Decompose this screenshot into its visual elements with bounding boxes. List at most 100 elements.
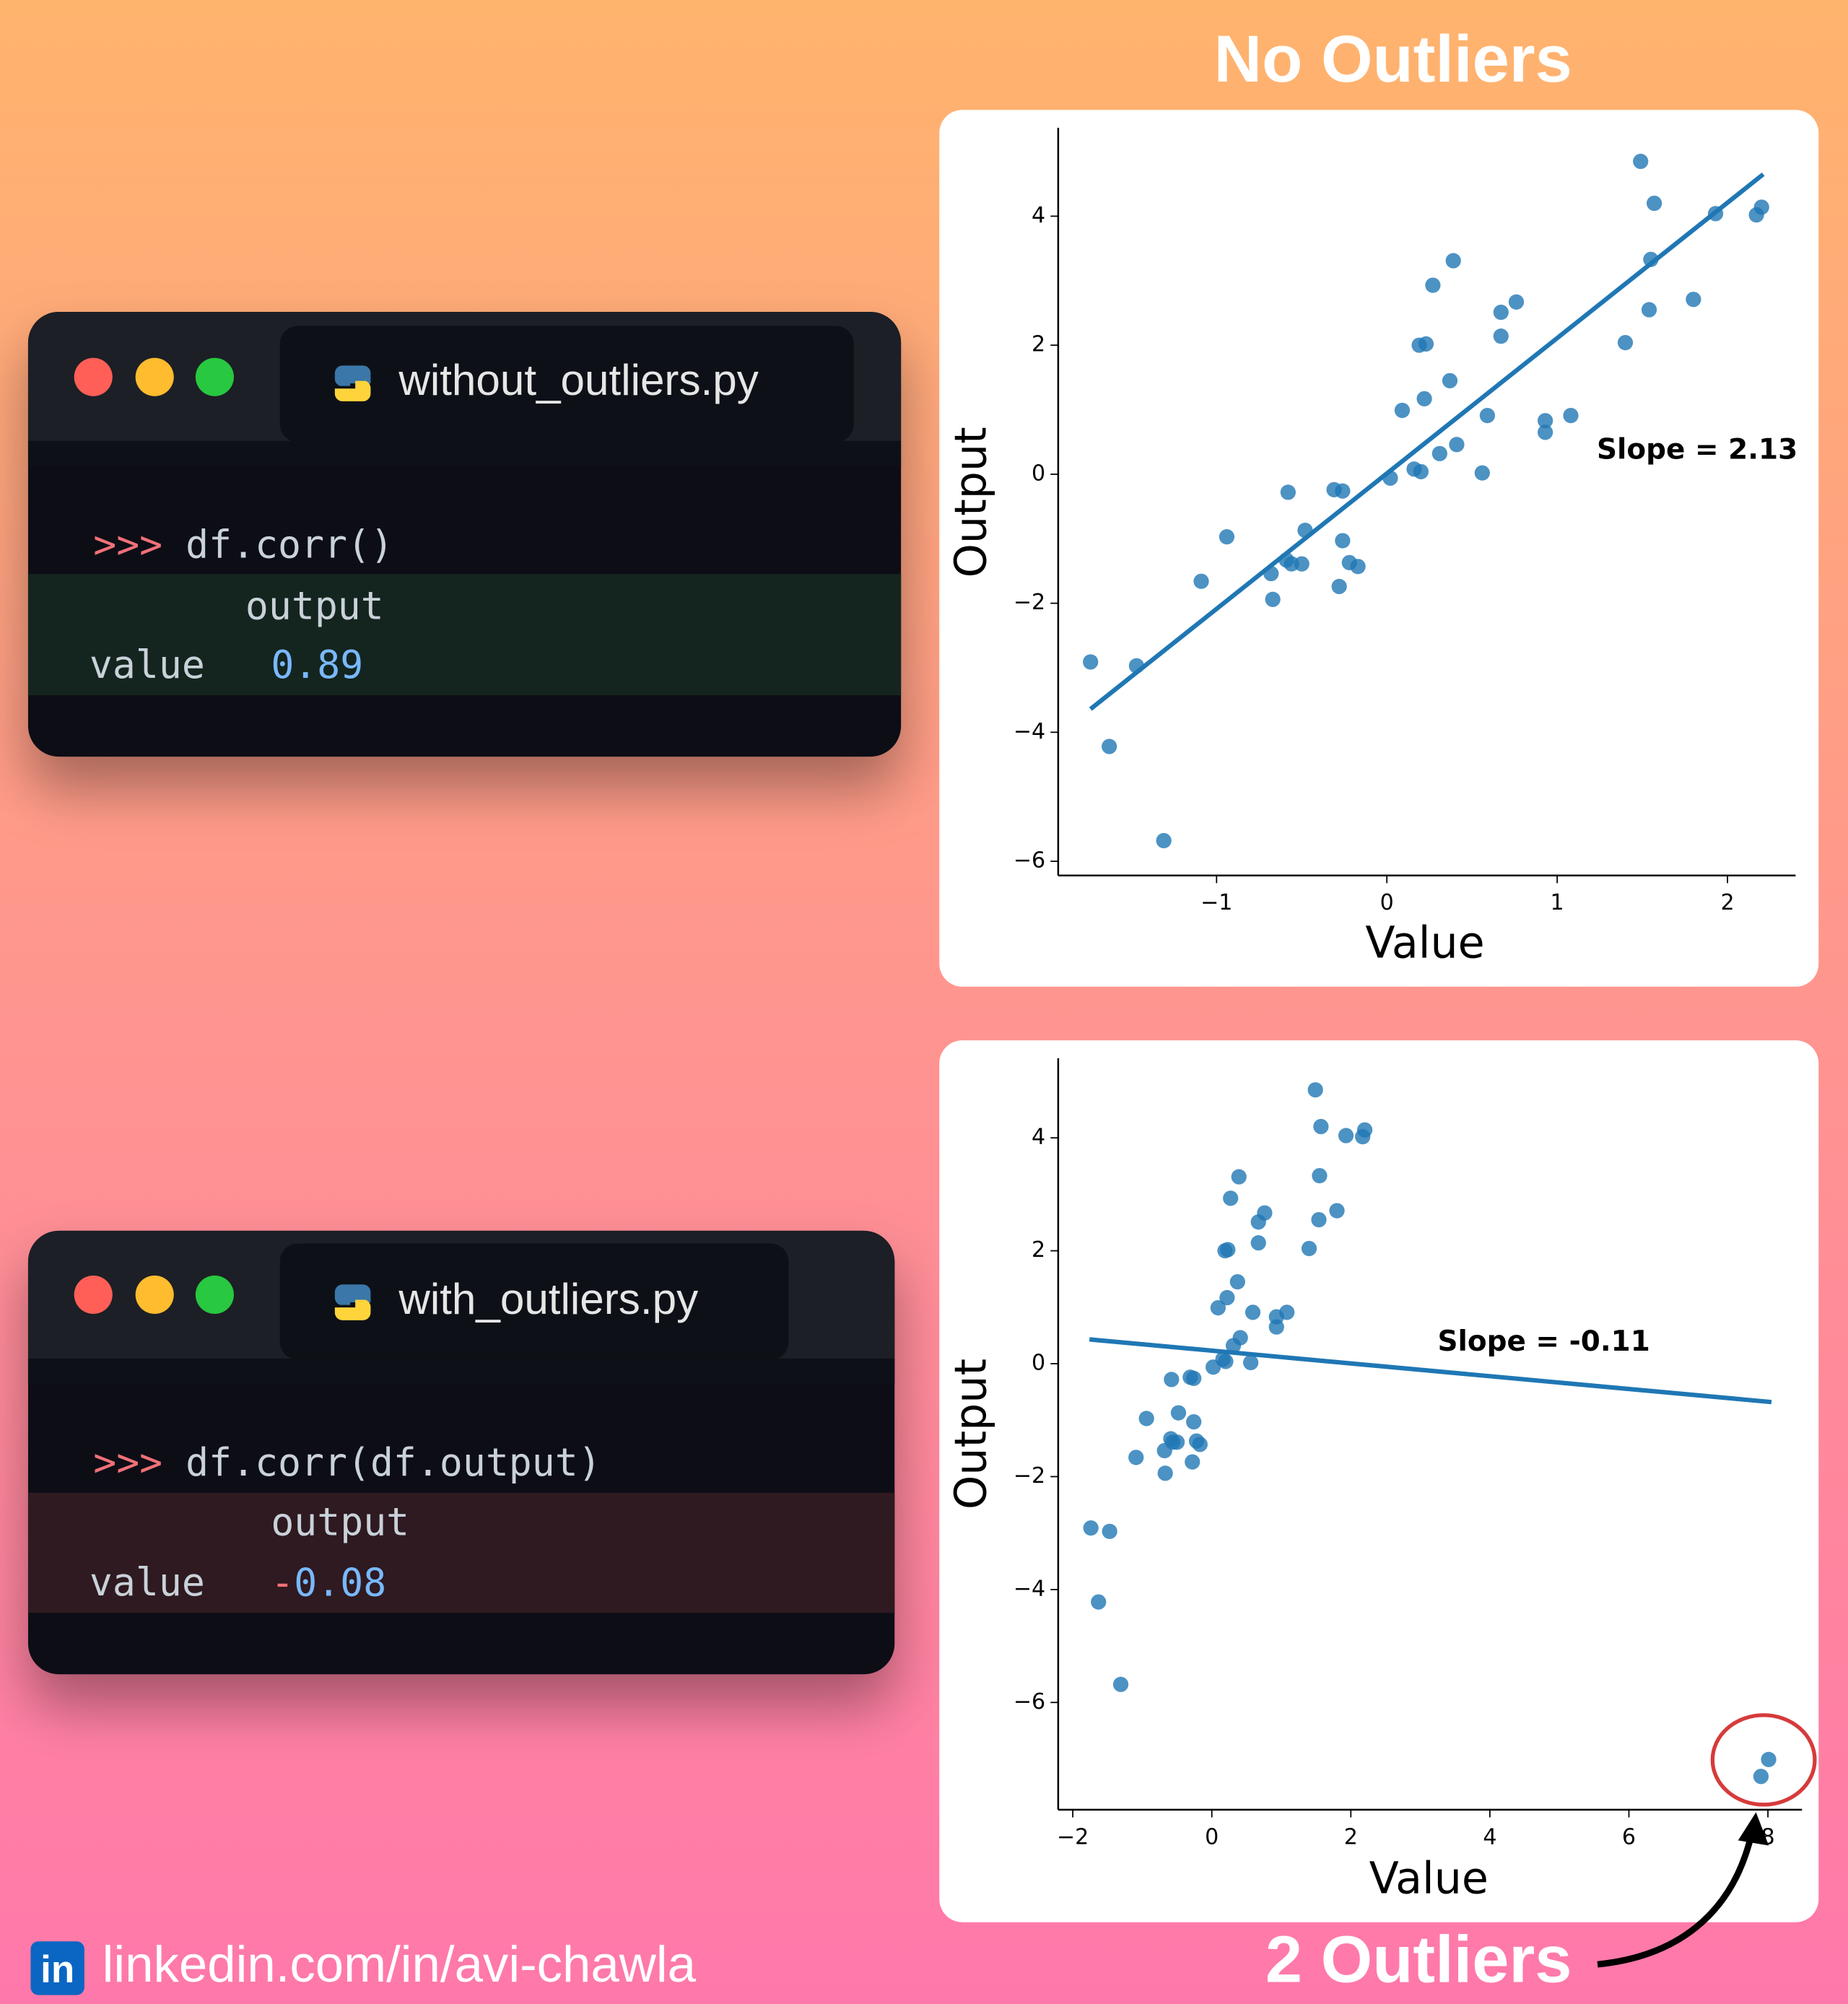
arrow	[1597, 1824, 1757, 1968]
point	[1335, 533, 1351, 549]
y-tick-label: 0	[1032, 1351, 1045, 1376]
point	[1753, 199, 1769, 215]
point	[1686, 292, 1701, 308]
code-line: >>> df.corr(df.output)	[93, 1440, 601, 1485]
point	[1312, 1167, 1328, 1184]
point	[1508, 294, 1525, 310]
point	[1231, 1169, 1247, 1185]
point	[1753, 1769, 1769, 1785]
y-tick-label: 4	[1032, 203, 1045, 228]
chart-title: No Outliers	[1214, 22, 1572, 96]
point	[1220, 1242, 1236, 1258]
point	[1311, 1211, 1327, 1228]
outlier-circle	[1710, 1713, 1817, 1807]
fit-line	[1089, 172, 1765, 711]
value: 0.89	[271, 642, 363, 687]
point	[1294, 556, 1309, 572]
point	[1164, 1372, 1180, 1387]
y-tick-label: −4	[1014, 1576, 1045, 1601]
point	[1301, 1240, 1317, 1257]
point	[1356, 1122, 1373, 1138]
point	[1245, 1304, 1261, 1320]
y-tick-label: 4	[1032, 1125, 1045, 1150]
point	[1641, 302, 1657, 318]
point	[1223, 1190, 1239, 1206]
x-tick-label: 8	[1761, 1824, 1775, 1850]
column: output	[245, 583, 384, 628]
point	[1138, 1411, 1154, 1426]
point	[1416, 391, 1432, 406]
point	[1442, 373, 1458, 388]
point	[1250, 1235, 1266, 1251]
point	[1193, 573, 1209, 589]
x-tick-label: 0	[1380, 890, 1394, 915]
point	[1761, 1751, 1777, 1767]
point	[1232, 1330, 1248, 1346]
point	[1329, 1203, 1345, 1219]
point	[1156, 832, 1172, 849]
y-tick-label: −2	[1014, 1463, 1045, 1489]
y-tick-label: −6	[1014, 1689, 1045, 1715]
y-axis-label: Output	[946, 1359, 997, 1509]
value: -0.08	[271, 1560, 386, 1605]
arrow-head	[1738, 1812, 1769, 1846]
code-window: without_outliers.py >>> df.corr() output…	[27, 311, 902, 757]
point	[1185, 1454, 1200, 1470]
point	[1279, 1304, 1295, 1320]
callout: 2 Outliers	[1265, 1922, 1572, 1996]
y-tick-label: −2	[1014, 590, 1045, 615]
point	[1335, 483, 1351, 499]
point	[1170, 1405, 1187, 1421]
point	[1102, 739, 1117, 754]
point	[1479, 407, 1496, 424]
x-tick-label: 6	[1622, 1824, 1636, 1850]
chart-panel	[939, 1040, 1819, 1922]
point	[1425, 277, 1441, 293]
row: value	[90, 1560, 205, 1605]
point	[1112, 1676, 1129, 1692]
point	[1219, 1289, 1235, 1306]
x-tick-label: 4	[1483, 1824, 1496, 1850]
annotation: Slope = -0.11	[1437, 1325, 1649, 1358]
point	[1243, 1354, 1259, 1371]
annotation: Slope = 2.13	[1597, 433, 1797, 466]
point	[1268, 1319, 1284, 1335]
point	[1445, 253, 1461, 269]
code-window: with_outliers.py >>> df.corr(df.output) …	[27, 1230, 895, 1675]
x-axis-label: Value	[1365, 918, 1484, 969]
point	[1350, 559, 1366, 575]
point	[1083, 1520, 1099, 1536]
y-tick-label: 2	[1032, 332, 1045, 357]
point	[1218, 1354, 1234, 1369]
point	[1307, 1082, 1323, 1098]
linkedin-icon-text: in	[40, 1948, 74, 1991]
fit-line	[1089, 1337, 1772, 1405]
y-tick-label: −4	[1014, 719, 1045, 744]
point	[1186, 1413, 1202, 1430]
y-tick-label: −6	[1014, 848, 1045, 874]
point	[1633, 153, 1649, 170]
point	[1083, 654, 1099, 670]
point	[1418, 336, 1434, 352]
point	[1431, 445, 1447, 461]
y-tick-label: 2	[1032, 1237, 1045, 1263]
point	[1265, 591, 1281, 607]
point	[1493, 328, 1509, 344]
x-tick-label: 0	[1205, 1824, 1219, 1850]
column: output	[271, 1500, 409, 1545]
point	[1192, 1437, 1208, 1452]
point	[1617, 334, 1634, 351]
point	[1219, 528, 1235, 545]
point	[1102, 1523, 1117, 1539]
point	[1313, 1118, 1329, 1135]
filename: without_outliers.py	[398, 356, 759, 404]
filename: with_outliers.py	[398, 1275, 698, 1323]
x-axis-label: Value	[1369, 1854, 1489, 1904]
point	[1413, 463, 1429, 479]
y-tick-label: 0	[1032, 461, 1045, 486]
row: value	[90, 642, 205, 687]
point	[1257, 1205, 1273, 1221]
point	[1169, 1434, 1185, 1450]
point	[1338, 1128, 1354, 1143]
